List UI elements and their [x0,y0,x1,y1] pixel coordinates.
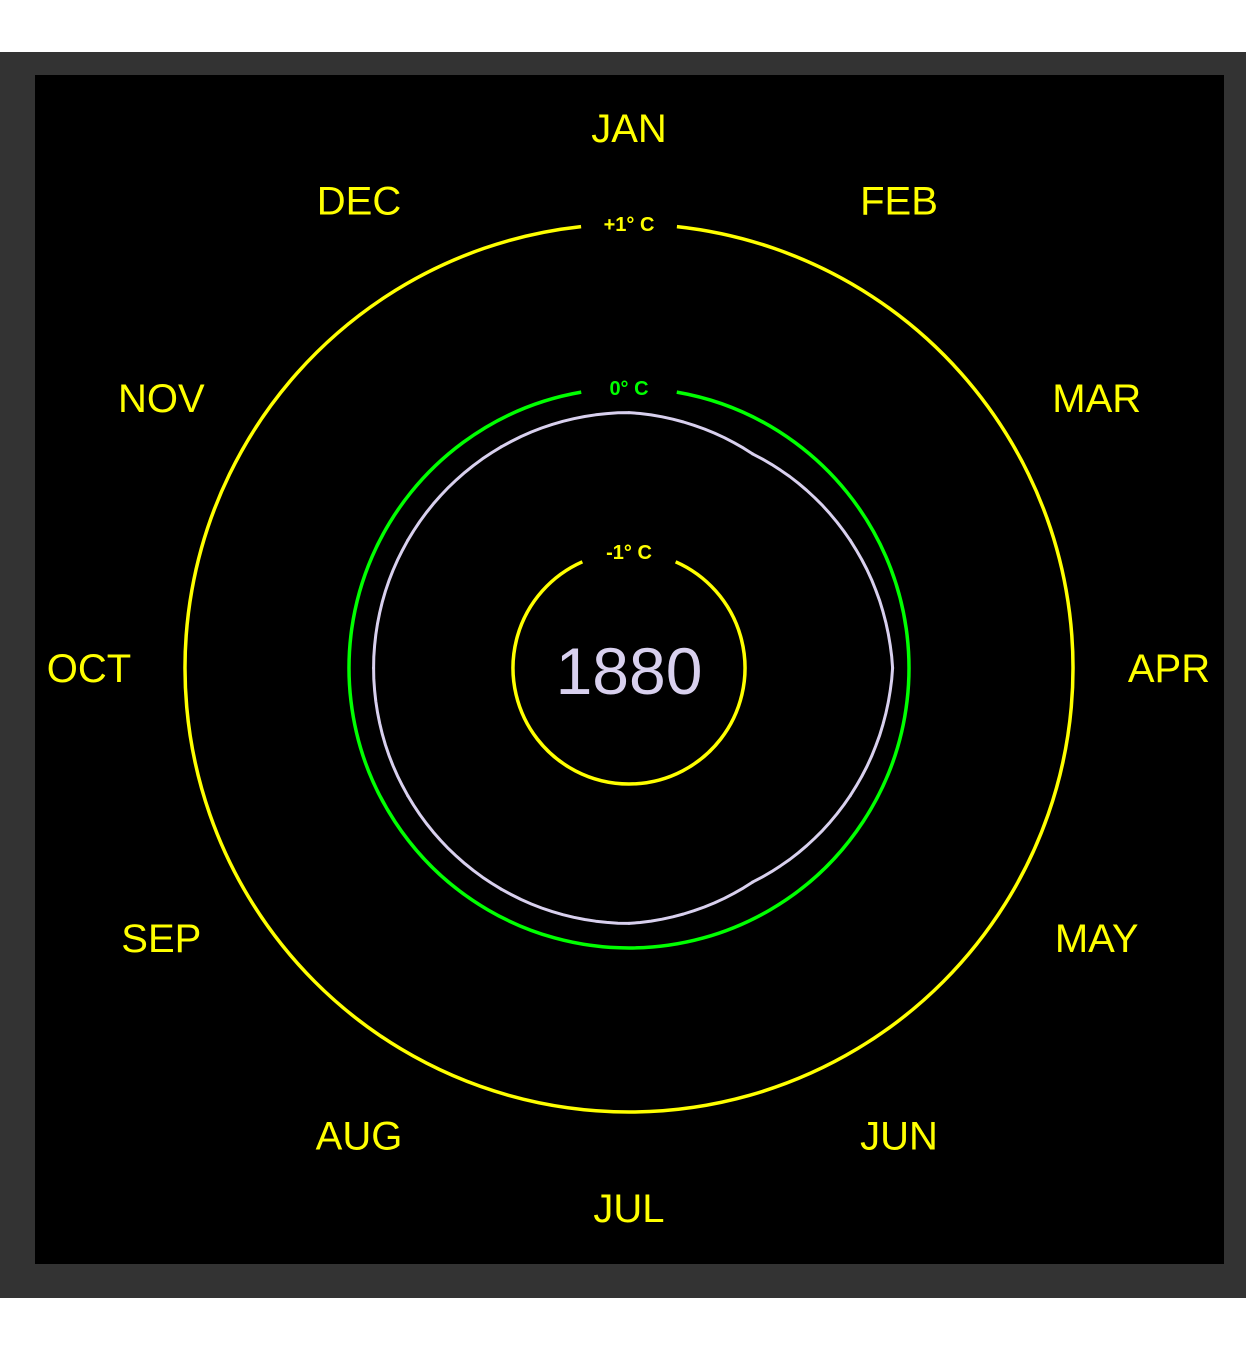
data-point-jan [627,411,631,415]
data-point-feb [751,452,755,456]
data-point-jun [751,880,755,884]
data-point-apr [891,666,895,670]
ring-label-2: -1° C [606,542,652,564]
ring-label-1: 0° C [609,378,648,400]
data-point-may [848,794,852,798]
month-label-oct: OCT [47,647,131,691]
month-label-apr: APR [1128,647,1210,691]
month-label-nov: NOV [118,377,205,421]
data-point-nov [406,538,410,542]
month-label-mar: MAR [1052,377,1141,421]
ring-label-0: +1° C [604,214,655,236]
data-point-mar [848,538,852,542]
month-label-dec: DEC [317,179,401,223]
ring-2 [511,560,747,786]
month-label-feb: FEB [860,179,938,223]
ring-1 [347,390,911,950]
ring-0 [183,224,1075,1114]
data-point-dec [499,445,503,449]
data-point-aug [499,887,503,891]
year-label: 1880 [556,634,703,708]
month-label-may: MAY [1055,917,1139,961]
data-point-oct [372,666,376,670]
plot-area [35,75,1224,1264]
data-point-jul [627,921,631,925]
month-label-jun: JUN [860,1115,938,1159]
month-label-sep: SEP [121,917,201,961]
month-label-jul: JUL [593,1187,664,1231]
month-label-jan: JAN [591,107,667,151]
data-point-sep [406,794,410,798]
month-label-aug: AUG [316,1115,403,1159]
